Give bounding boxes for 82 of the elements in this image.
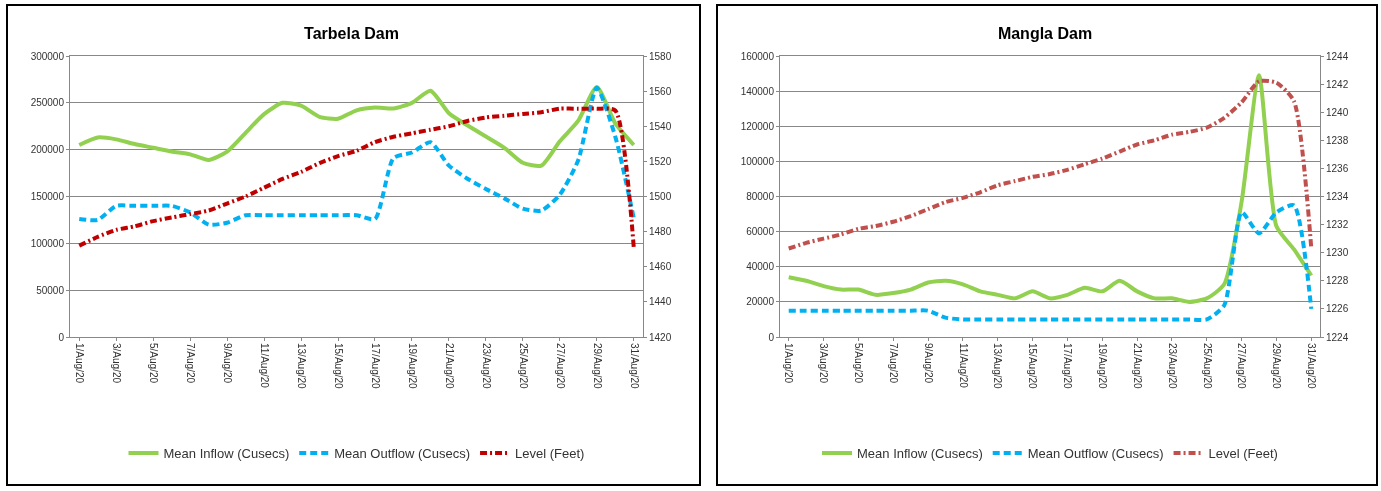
y-tick-label: 80000 (746, 191, 775, 202)
x-tick-label: 31/Aug/20 (628, 343, 640, 390)
x-tick-label: 9/Aug/20 (221, 343, 233, 384)
x-tick-label: 25/Aug/20 (1201, 343, 1213, 390)
y-tick-label: 300000 (30, 50, 65, 62)
x-tick-label: 7/Aug/20 (887, 343, 899, 384)
y2-tick-label: 1242 (1326, 78, 1349, 90)
legend-label: Mean Inflow (Cusecs) (163, 446, 290, 462)
y2-tick-label: 1500 (649, 191, 672, 202)
y-tick-label: 50000 (36, 284, 65, 296)
y-tick-label: 120000 (740, 120, 775, 132)
x-tick-label: 19/Aug/20 (1097, 343, 1109, 390)
y2-tick-label: 1244 (1326, 50, 1349, 62)
y2-tick-label: 1440 (649, 296, 672, 308)
y2-tick-label: 1236 (1326, 162, 1349, 174)
y2-tick-label: 1230 (1326, 247, 1349, 259)
y2-tick-label: 1226 (1326, 303, 1349, 315)
y2-tick-label: 1224 (1326, 331, 1349, 343)
y-tick-label: 100000 (30, 237, 65, 249)
legend-label: Mean Outflow (Cusecs) (1027, 446, 1164, 462)
y2-tick-label: 1460 (649, 261, 672, 273)
y-tick-label: 0 (58, 331, 65, 343)
x-tick-label: 15/Aug/20 (332, 343, 344, 390)
x-tick-label: 27/Aug/20 (1236, 343, 1248, 390)
x-tick-label: 5/Aug/20 (147, 343, 159, 384)
x-tick-label: 25/Aug/20 (517, 343, 529, 390)
x-tick-label: 13/Aug/20 (992, 343, 1004, 390)
x-tick-label: 27/Aug/20 (554, 343, 566, 390)
x-tick-label: 1/Aug/20 (783, 343, 795, 384)
legend-label: Level (Feet) (515, 446, 585, 462)
y-tick-label: 20000 (746, 296, 775, 308)
x-tick-label: 15/Aug/20 (1027, 343, 1039, 390)
y2-tick-label: 1238 (1326, 134, 1349, 146)
x-tick-label: 9/Aug/20 (922, 343, 934, 384)
x-tick-label: 31/Aug/20 (1306, 343, 1318, 390)
y2-tick-label: 1580 (649, 50, 672, 62)
y-tick-label: 100000 (740, 155, 775, 167)
y2-tick-label: 1480 (649, 226, 672, 238)
x-tick-label: 17/Aug/20 (369, 343, 381, 390)
line-series (77, 106, 636, 250)
y2-tick-label: 1540 (649, 120, 672, 132)
x-tick-label: 11/Aug/20 (957, 343, 969, 389)
x-tick-label: 23/Aug/20 (1166, 343, 1178, 390)
line-series (77, 84, 636, 168)
x-tick-label: 5/Aug/20 (853, 343, 865, 384)
x-tick-label: 11/Aug/20 (258, 343, 270, 389)
line-series (786, 78, 1314, 251)
chart-title: Tarbela Dam (304, 24, 399, 42)
y-tick-label: 140000 (740, 85, 775, 97)
x-tick-label: 13/Aug/20 (295, 343, 307, 390)
y2-tick-label: 1560 (649, 85, 672, 97)
x-tick-label: 29/Aug/20 (591, 343, 603, 390)
line-series (77, 85, 636, 227)
y2-tick-label: 1232 (1326, 219, 1349, 231)
y-tick-label: 0 (768, 331, 775, 343)
chart-title: Mangla Dam (997, 24, 1093, 42)
y-tick-label: 200000 (30, 144, 65, 156)
x-tick-label: 3/Aug/20 (110, 343, 122, 384)
legend-label: Mean Inflow (Cusecs) (857, 446, 983, 462)
y2-tick-label: 1520 (649, 155, 672, 167)
y-tick-label: 40000 (746, 261, 775, 273)
x-tick-label: 3/Aug/20 (818, 343, 830, 384)
x-tick-label: 21/Aug/20 (443, 343, 455, 390)
y-tick-label: 160000 (740, 50, 775, 62)
y-tick-label: 60000 (746, 226, 775, 238)
y2-tick-label: 1420 (649, 331, 672, 343)
y2-tick-label: 1234 (1326, 191, 1349, 202)
line-series (786, 203, 1314, 322)
legend-label: Level (Feet) (1208, 446, 1278, 462)
x-tick-label: 19/Aug/20 (406, 343, 418, 390)
y2-tick-label: 1228 (1326, 275, 1349, 287)
x-tick-label: 1/Aug/20 (73, 343, 85, 384)
x-tick-label: 17/Aug/20 (1062, 343, 1074, 390)
x-tick-label: 21/Aug/20 (1131, 343, 1143, 390)
y-tick-label: 150000 (30, 191, 65, 202)
x-tick-label: 7/Aug/20 (184, 343, 196, 384)
line-series (786, 73, 1314, 304)
y2-tick-label: 1240 (1326, 106, 1349, 118)
y-tick-label: 250000 (30, 97, 65, 109)
x-tick-label: 29/Aug/20 (1271, 343, 1283, 390)
x-tick-label: 23/Aug/20 (480, 343, 492, 390)
legend-label: Mean Outflow (Cusecs) (334, 446, 471, 462)
